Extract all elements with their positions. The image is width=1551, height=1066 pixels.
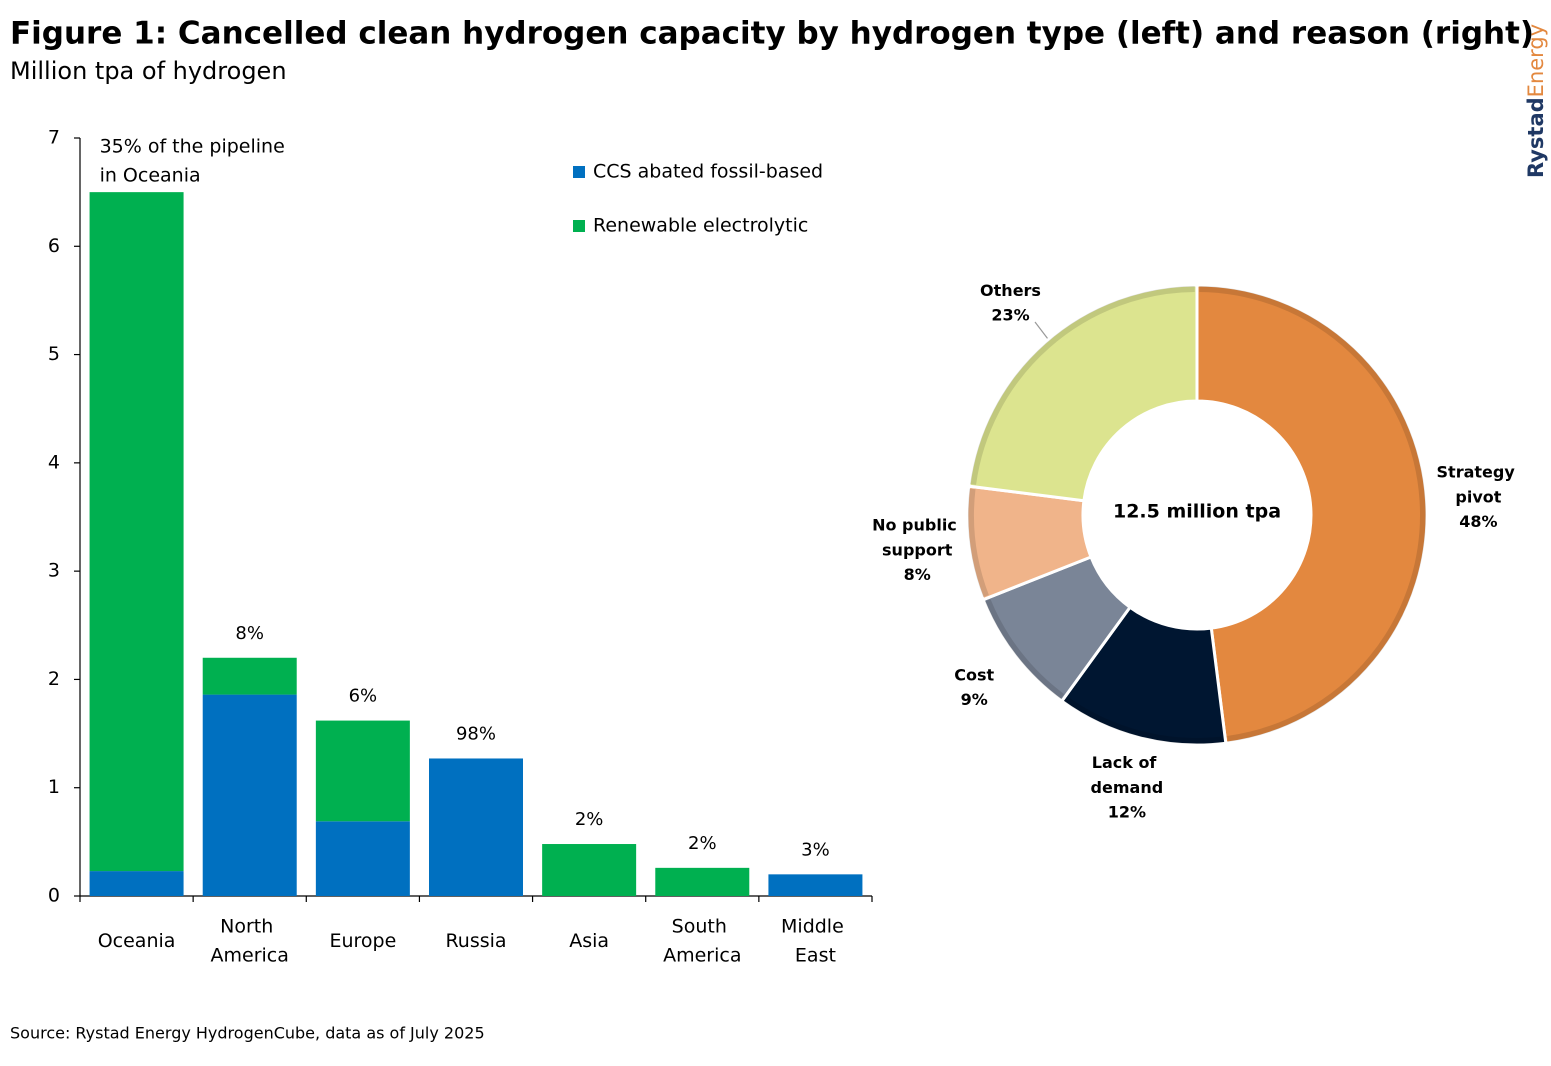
segment-value: 23% xyxy=(991,305,1029,324)
bar-segment xyxy=(429,758,523,896)
y-tick-label: 3 xyxy=(48,560,60,582)
bar-segment xyxy=(315,821,410,896)
annotation: in Oceania xyxy=(100,165,201,187)
segment-rim xyxy=(1199,286,1426,742)
x-tick-label: Oceania xyxy=(98,930,176,952)
figure-subtitle: Million tpa of hydrogen xyxy=(10,57,287,85)
x-tick-label: Russia xyxy=(445,930,506,952)
segment-label: No public support xyxy=(872,515,962,559)
bar-note: 2% xyxy=(688,833,717,854)
segment-rim xyxy=(970,286,1195,485)
segment-value: 48% xyxy=(1459,512,1497,531)
y-tick-label: 5 xyxy=(48,343,60,365)
x-tick-label: Middle East xyxy=(781,915,850,966)
y-tick-label: 6 xyxy=(48,235,60,257)
bar-segment xyxy=(768,874,863,896)
annotation: 35% of the pipeline xyxy=(100,136,285,158)
segment-label: Lack of demand xyxy=(1091,753,1164,797)
x-tick-label: South America xyxy=(663,915,741,966)
segment-rim xyxy=(984,599,1065,699)
donut-center-label: 12.5 million tpa xyxy=(1113,501,1281,523)
segment-value: 12% xyxy=(1108,803,1146,822)
y-tick-label: 4 xyxy=(48,451,60,473)
y-tick-label: 1 xyxy=(48,776,60,798)
y-tick-label: 0 xyxy=(48,885,60,907)
x-tick-label: North America xyxy=(211,915,289,966)
bar-segment xyxy=(89,871,184,896)
donut-segment xyxy=(967,283,1199,503)
segment-rim xyxy=(1064,696,1224,744)
y-tick-label: 7 xyxy=(48,127,60,149)
bar-note: 98% xyxy=(456,723,496,744)
bar-segment xyxy=(202,657,297,695)
bar-note: 3% xyxy=(801,839,830,860)
legend-swatch xyxy=(573,220,585,232)
donut-segment xyxy=(1195,283,1429,745)
bar-segment xyxy=(89,192,184,872)
segment-label: Others xyxy=(980,280,1041,299)
bar-note: 8% xyxy=(235,623,264,644)
source-note: Source: Rystad Energy HydrogenCube, data… xyxy=(10,1024,485,1043)
x-tick-label: Europe xyxy=(329,930,396,952)
brand-logo: RystadEnergy xyxy=(1524,24,1548,178)
y-tick-label: 2 xyxy=(48,668,60,690)
segment-rim xyxy=(968,488,989,598)
bar-segment xyxy=(315,720,410,822)
bar-note: 6% xyxy=(349,686,378,707)
segment-label: Cost xyxy=(954,665,994,684)
figure-title: Figure 1: Cancelled clean hydrogen capac… xyxy=(10,16,1534,52)
bar-segment xyxy=(655,867,750,896)
bar-segment xyxy=(542,844,637,896)
brand-part: Energy xyxy=(1524,24,1548,98)
segment-label: Strategy pivot xyxy=(1437,462,1521,506)
legend-label: Renewable electrolytic xyxy=(593,215,808,237)
segment-value: 9% xyxy=(961,690,988,709)
x-tick-label: Asia xyxy=(569,930,609,952)
legend-swatch xyxy=(573,166,585,178)
bar-note: 2% xyxy=(575,809,604,830)
bar-segment xyxy=(202,694,297,896)
brand-part: Rystad xyxy=(1524,97,1548,178)
segment-value: 8% xyxy=(904,565,931,584)
legend-label: CCS abated fossil-based xyxy=(593,161,823,183)
